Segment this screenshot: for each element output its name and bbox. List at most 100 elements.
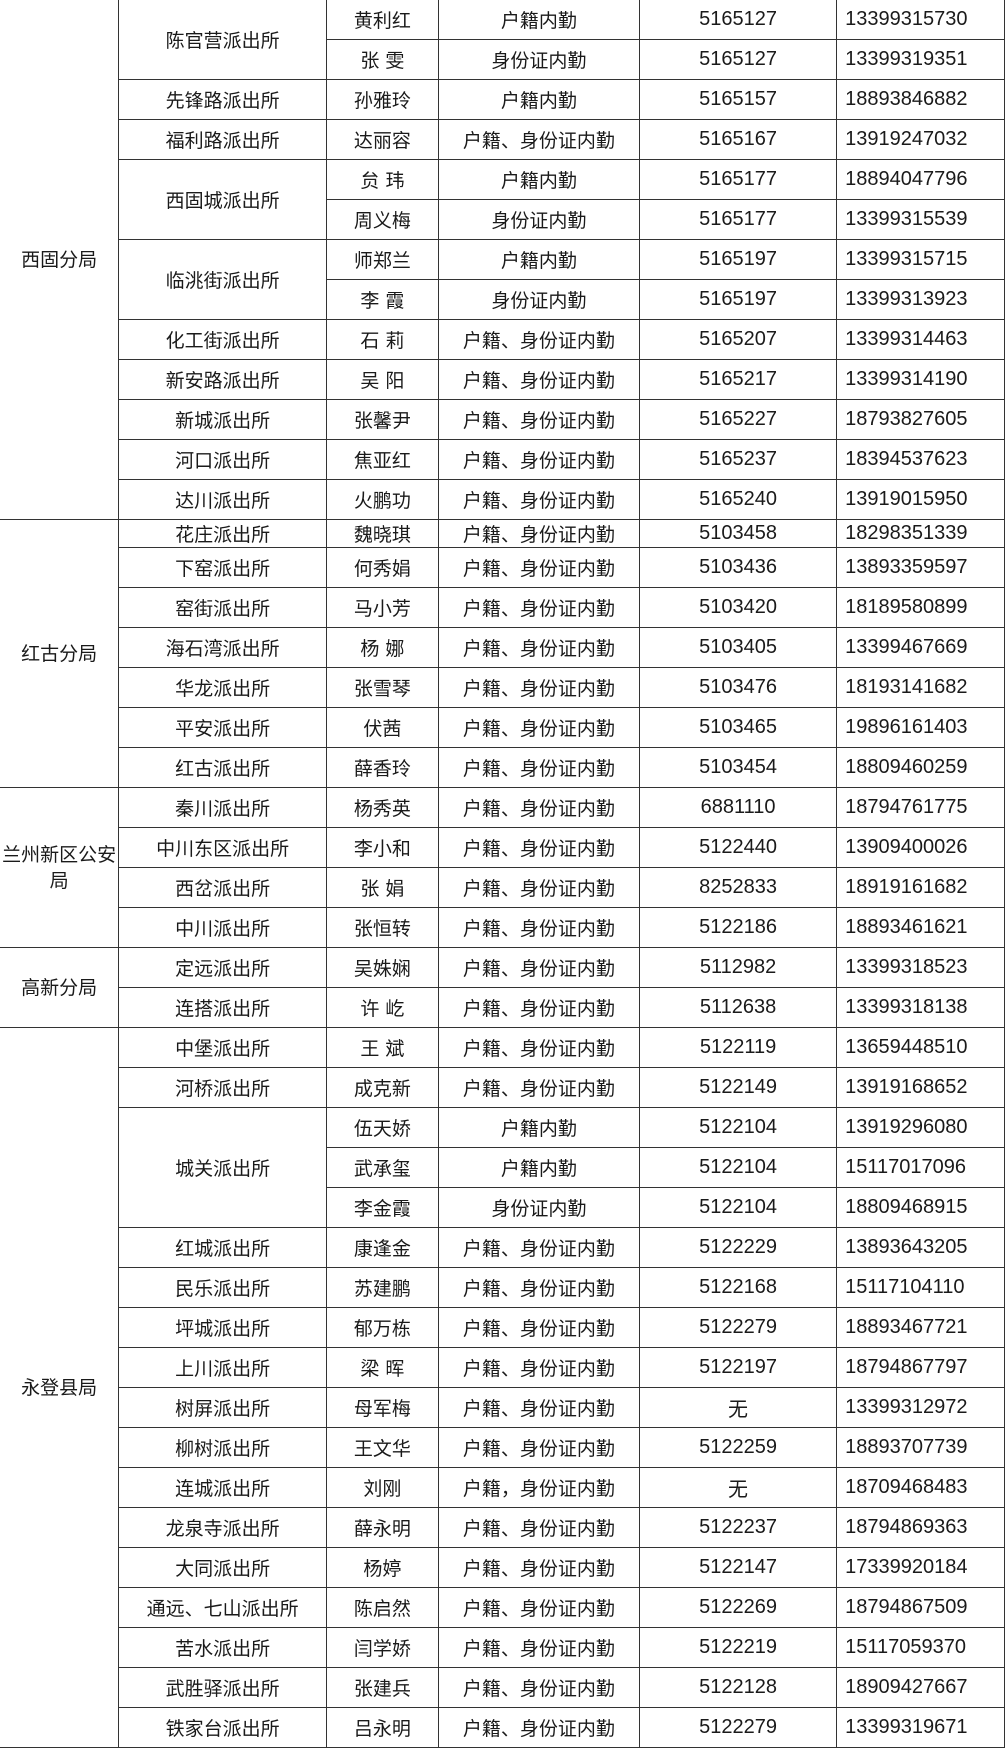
bureau-name: 永登县局: [0, 1027, 120, 1748]
mobile-phone: 13919168652: [836, 1067, 1005, 1108]
station-name: 树屏派出所: [118, 1387, 327, 1428]
bureau-name: 西固分局: [0, 0, 120, 520]
table-row: 河口派出所 焦亚红 户籍、身份证内勤 5165237 18394537623: [0, 439, 1005, 480]
mobile-phone: 18193141682: [836, 667, 1005, 708]
office-phone: 5165227: [639, 399, 838, 440]
staff-name: 苏建鹏: [326, 1267, 439, 1308]
staff-name: 周义梅: [326, 199, 439, 240]
table-row: 化工街派出所石 莉户籍、身份证内勤 5165207 13399314463: [0, 319, 1005, 360]
office-phone: 5122128: [639, 1667, 838, 1708]
staff-duty: 身份证内勤: [437, 1187, 641, 1228]
mobile-phone: 13399319351: [836, 39, 1005, 80]
table-row: 李 霞身份证内勤 5165197 13399313923: [0, 279, 1005, 320]
staff-name: 魏晓琪: [326, 519, 439, 548]
staff-duty: 户籍、身份证内勤: [437, 359, 641, 400]
office-phone: 5103436: [639, 547, 838, 588]
table-row: 永登县局 中堡派出所王 斌户籍、身份证内勤 5122119 13659448510: [0, 1027, 1005, 1748]
staff-name: 贠 玮: [326, 159, 439, 200]
office-phone: 5122104: [639, 1187, 838, 1228]
station-name: 西岔派出所: [118, 867, 327, 908]
staff-duty: 户籍、身份证内勤: [437, 707, 641, 748]
table-row: 周义梅 身份证内勤 5165177 13399315539: [0, 199, 1005, 240]
office-phone: 5165127: [639, 39, 838, 80]
station-name: 坪城派出所: [118, 1307, 327, 1348]
staff-name: 杨婷: [326, 1547, 439, 1588]
mobile-phone: 18298351339: [836, 519, 1005, 548]
station-name: 苦水派出所: [118, 1627, 327, 1668]
station-name: 新安路派出所: [118, 359, 327, 400]
station-name: 达川派出所: [118, 479, 327, 520]
office-phone: 5103420: [639, 587, 838, 628]
station-name: 平安派出所: [118, 707, 327, 748]
mobile-phone: 18809460259: [836, 747, 1005, 788]
staff-name: 杨 娜: [326, 627, 439, 668]
table-row: 红城派出所 康逢金 户籍、身份证内勤 5122229 13893643205: [0, 1227, 1005, 1268]
staff-duty: 户籍、身份证内勤: [437, 867, 641, 908]
table-row: 窑街派出所 马小芳 户籍、身份证内勤 5103420 18189580899: [0, 587, 1005, 628]
staff-duty: 户籍内勤: [437, 239, 641, 280]
office-phone: 5165240: [639, 479, 838, 520]
staff-name: 伏茜: [326, 707, 439, 748]
mobile-phone: 13399315539: [836, 199, 1005, 240]
office-phone: 5122237: [639, 1507, 838, 1548]
office-phone: 5122279: [639, 1307, 838, 1348]
staff-duty: 身份证内勤: [437, 279, 641, 320]
bureau-name: 兰州新区公安局: [0, 787, 120, 948]
mobile-phone: 15117059370: [836, 1627, 1005, 1668]
mobile-phone: 13399312972: [836, 1387, 1005, 1428]
station-name: 定远派出所: [118, 947, 327, 988]
table-row: 城关派出所 伍天娇 户籍内勤 5122104 13919296080: [0, 1107, 1005, 1228]
office-phone: 5122219: [639, 1627, 838, 1668]
table-row: 高新分局 定远派出所 吴姝娴 户籍、身份证内勤 5112982 13399318523: [0, 947, 1005, 1028]
staff-name: 梁 晖: [326, 1347, 439, 1388]
staff-duty: 户籍、身份证内勤: [437, 587, 641, 628]
mobile-phone: 18893707739: [836, 1427, 1005, 1468]
mobile-phone: 13399314190: [836, 359, 1005, 400]
staff-name: 母军梅: [326, 1387, 439, 1428]
staff-name: 孙雅玲: [326, 79, 439, 120]
staff-name: 吴姝娴: [326, 947, 439, 988]
staff-duty: 户籍、身份证内勤: [437, 479, 641, 520]
staff-duty: 户籍、身份证内勤: [437, 1427, 641, 1468]
table-row: 通远、七山派出所 陈启然 户籍、身份证内勤 5122269 18794867509: [0, 1587, 1005, 1628]
station-name: 中川派出所: [118, 907, 327, 948]
staff-name: 伍天娇: [326, 1107, 439, 1148]
mobile-phone: 13919015950: [836, 479, 1005, 520]
staff-name: 张建兵: [326, 1667, 439, 1708]
staff-name: 成克新: [326, 1067, 439, 1108]
station-name: 华龙派出所: [118, 667, 327, 708]
staff-duty: 户籍、身份证内勤: [437, 1707, 641, 1748]
staff-duty: 户籍、身份证内勤: [437, 1507, 641, 1548]
table-row: 上川派出所梁 晖户籍、身份证内勤 5122197 18794867797: [0, 1347, 1005, 1388]
staff-duty: 户籍、身份证内勤: [437, 627, 641, 668]
mobile-phone: 18189580899: [836, 587, 1005, 628]
mobile-phone: 18394537623: [836, 439, 1005, 480]
table-row: 苦水派出所 闫学娇 户籍、身份证内勤 5122219 15117059370: [0, 1627, 1005, 1668]
staff-duty: 户籍、身份证内勤: [437, 1587, 641, 1628]
staff-duty: 身份证内勤: [437, 199, 641, 240]
mobile-phone: 13919247032: [836, 119, 1005, 160]
mobile-phone: 13399318523: [836, 947, 1005, 988]
staff-name: 石 莉: [326, 319, 439, 360]
office-phone: 5165217: [639, 359, 838, 400]
office-phone: 5122119: [639, 1027, 838, 1068]
staff-duty: 身份证内勤: [437, 39, 641, 80]
staff-duty: 户籍、身份证内勤: [437, 1227, 641, 1268]
table-row: 中川东区派出所 李小和 户籍、身份证内勤 5122440 13909400026: [0, 827, 1005, 868]
table-row: 先锋路派出所 孙雅玲 户籍内勤 5165157 18893846882: [0, 79, 1005, 120]
office-phone: 8252833: [639, 867, 838, 908]
office-phone: 5122269: [639, 1587, 838, 1628]
mobile-phone: 18794869363: [836, 1507, 1005, 1548]
station-name: 陈官营派出所: [118, 0, 327, 80]
table-row: 红古派出所 薛香玲 户籍、身份证内勤 5103454 18809460259: [0, 747, 1005, 788]
station-name: 通远、七山派出所: [118, 1587, 327, 1628]
staff-duty: 户籍、身份证内勤: [437, 947, 641, 988]
mobile-phone: 18893461621: [836, 907, 1005, 948]
station-name: 花庄派出所: [118, 519, 327, 548]
office-phone: 6881110: [639, 787, 838, 828]
station-name: 红古派出所: [118, 747, 327, 788]
mobile-phone: 18809468915: [836, 1187, 1005, 1228]
table-row: 河桥派出所 成克新 户籍、身份证内勤 5122149 13919168652: [0, 1067, 1005, 1108]
mobile-phone: 18793827605: [836, 399, 1005, 440]
staff-duty: 户籍、身份证内勤: [437, 1627, 641, 1668]
